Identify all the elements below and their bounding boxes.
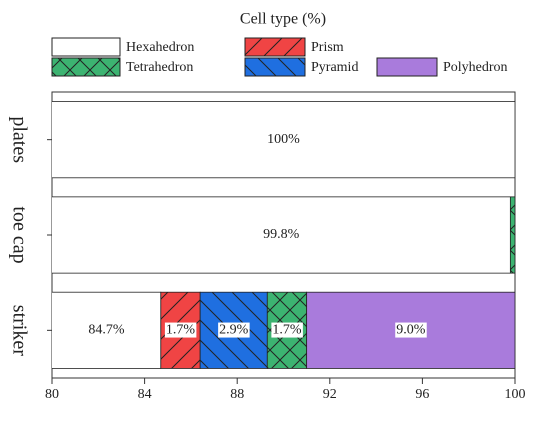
label-background (395, 322, 427, 338)
legend-swatch (376, 57, 438, 77)
y-tick-label: toe cap (8, 206, 30, 263)
label-background (218, 322, 250, 338)
y-tick-label: striker (8, 305, 30, 356)
x-tick-label: 80 (45, 387, 59, 402)
legend-swatch (51, 37, 121, 57)
legend-swatch (51, 57, 121, 77)
x-tick-label: 96 (415, 387, 429, 402)
data-label: 2.9% (219, 323, 249, 338)
x-tick-label: 92 (323, 387, 337, 402)
legend-swatch (244, 37, 306, 57)
chart-title: Cell type (%) (240, 11, 326, 28)
data-label: 1.7% (272, 323, 302, 338)
bar-segment (509, 196, 515, 274)
legend-label: Prism (311, 40, 344, 55)
data-label: 9.0% (396, 323, 426, 338)
legend-label: Pyramid (311, 60, 358, 75)
x-tick-label: 100 (505, 387, 526, 402)
data-label: 99.8% (263, 227, 300, 242)
y-tick-label: plates (8, 116, 30, 163)
data-label: 1.7% (166, 323, 196, 338)
x-tick-label: 88 (230, 387, 244, 402)
legend-label: Polyhedron (443, 60, 508, 75)
bar-segment (52, 101, 515, 179)
label-background (164, 322, 197, 338)
x-tick-label: 84 (138, 387, 152, 402)
legend-swatch (244, 57, 306, 77)
legend-label: Tetrahedron (126, 60, 193, 75)
label-background (271, 322, 303, 338)
legend-label: Hexahedron (126, 40, 194, 55)
data-label: 84.7% (88, 323, 125, 338)
bar-segment (52, 196, 511, 274)
bars (52, 101, 515, 369)
data-label: 100% (267, 132, 300, 147)
